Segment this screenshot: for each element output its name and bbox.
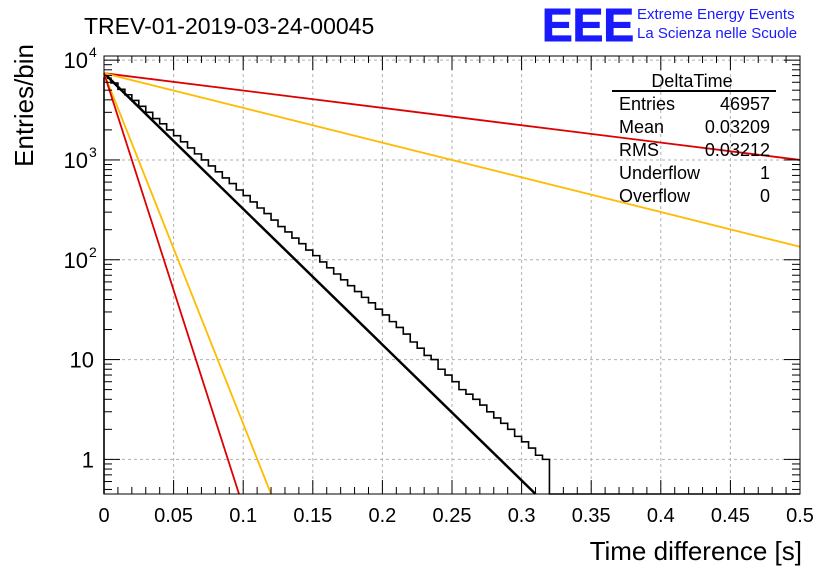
y-tick-exponent: 4 xyxy=(89,44,97,60)
stats-label: Entries xyxy=(619,94,675,114)
stats-value: 0 xyxy=(760,186,770,206)
x-axis-label: Time difference [s] xyxy=(590,536,802,566)
stats-label: Mean xyxy=(619,117,664,137)
y-tick-label: 10 xyxy=(70,348,94,373)
stats-box: DeltaTime Entries 46957 Mean 0.03209 RMS 0.03… xyxy=(612,71,776,206)
x-tick-label: 0.3 xyxy=(508,505,536,527)
y-tick-label: 10 xyxy=(64,48,88,73)
stats-value: 0.03212 xyxy=(705,140,770,160)
y-tick-label: 1 xyxy=(82,447,94,472)
fit-line-4 xyxy=(103,72,272,495)
x-tick-label: 0.5 xyxy=(786,505,814,527)
stats-label: Underflow xyxy=(619,163,701,183)
stats-label: RMS xyxy=(619,140,659,160)
x-tick-label: 0.2 xyxy=(368,505,396,527)
fit-line-1 xyxy=(103,72,537,495)
fit-line-5 xyxy=(103,72,240,495)
logo-line1: Extreme Energy Events xyxy=(637,6,795,23)
x-tick-label: 0.4 xyxy=(647,505,675,527)
stats-label: Overflow xyxy=(619,186,691,206)
run-title: TREV-01-2019-03-24-00045 xyxy=(84,13,374,39)
y-tick-exponent: 2 xyxy=(89,244,97,260)
stats-value: 0.03209 xyxy=(705,117,770,137)
y-axis-label: Entries/bin xyxy=(9,44,39,167)
stats-value: 46957 xyxy=(720,94,770,114)
y-tick-label: 10 xyxy=(64,148,88,173)
x-tick-label: 0.45 xyxy=(711,505,750,527)
fit-line-3 xyxy=(103,72,801,248)
stats-rows: Entries 46957 Mean 0.03209 RMS 0.03212Underfl… xyxy=(619,94,770,206)
y-tick-label: 10 xyxy=(64,248,88,273)
logo-letters: EEE xyxy=(542,0,634,51)
fit-line-2 xyxy=(103,72,801,161)
x-tick-label: 0.15 xyxy=(293,505,332,527)
eee-logo: EEE Extreme Energy Events La Scienza nel… xyxy=(542,0,798,52)
x-tick-label: 0.05 xyxy=(154,505,193,527)
x-axis-ticks: 0 0.05 0.1 0.15 0.2 0.25 0.3 0.35 0.4 0.45 0.5 xyxy=(98,56,814,527)
x-tick-label: 0 xyxy=(98,505,109,527)
stats-value: 1 xyxy=(760,163,770,183)
stats-title: DeltaTime xyxy=(651,71,732,91)
x-tick-label: 0.25 xyxy=(433,505,472,527)
fit-lines xyxy=(103,72,801,495)
logo-line2: La Scienza nelle Scuole xyxy=(637,25,797,42)
x-tick-label: 0.35 xyxy=(572,505,611,527)
x-tick-label: 0.1 xyxy=(229,505,257,527)
y-tick-exponent: 3 xyxy=(89,144,97,160)
